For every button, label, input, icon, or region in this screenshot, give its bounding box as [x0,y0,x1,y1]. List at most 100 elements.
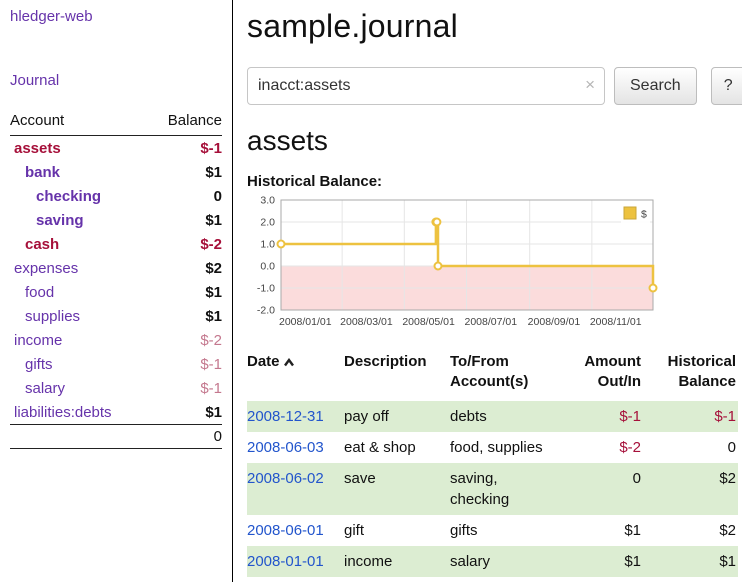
svg-text:-2.0: -2.0 [257,305,275,317]
transaction-accounts: salary [450,552,491,570]
accounts-header-account: Account [10,110,149,136]
account-row: gifts $-1 [10,352,222,376]
account-row: checking 0 [10,184,222,208]
register-body: 2008-12-31 pay off debts $-1 $-1 2008-06-03 ea… [247,400,738,577]
transaction-balance: $1 [719,552,736,570]
account-link[interactable]: salary [25,379,66,397]
accounts-total-row: 0 [10,424,222,449]
account-row: expenses $2 [10,256,222,280]
transaction-description: gift [344,521,365,539]
account-link[interactable]: food [25,283,55,301]
search-button[interactable]: Search [614,67,697,105]
account-link[interactable]: supplies [25,307,81,325]
app-title-link[interactable]: hledger-web [10,8,93,25]
svg-text:1.0: 1.0 [260,239,275,251]
transaction-balance: $2 [719,521,736,539]
page-title: sample.journal [247,8,458,44]
svg-text:2008/01/01: 2008/01/01 [279,316,332,328]
accounts-header-row: Account Balance [10,110,222,136]
register-row: 2008-06-03 eat & shop food, supplies $-2 0 [247,432,738,463]
journal-link[interactable]: Journal [10,72,60,89]
account-balance: $1 [205,283,222,301]
transaction-description: pay off [344,407,389,425]
balance-chart: -2.0 -1.0 0.0 1.0 2.0 3.0 2008/01/01 2008/03/01… [247,194,742,334]
sort-ascending-icon [283,353,295,373]
svg-text:$: $ [641,209,647,221]
transaction-balance: $2 [719,469,736,487]
transaction-amount: $1 [624,521,641,539]
svg-text:2.0: 2.0 [260,217,275,229]
svg-text:2008/05/01: 2008/05/01 [402,316,455,328]
clear-search-icon[interactable]: × [585,75,595,94]
account-link[interactable]: cash [25,235,60,253]
svg-text:-1.0: -1.0 [257,283,275,295]
account-row: saving $1 [10,208,222,232]
sidebar: hledger-web Journal Account Balance asse… [0,0,233,582]
account-balance: $1 [205,307,222,325]
register-header-date[interactable]: Date [247,350,344,401]
register-header-amount: Amount Out/In [584,353,641,391]
transaction-description: income [344,552,393,570]
transaction-date-link[interactable]: 2008-06-03 [247,438,324,456]
transaction-description: eat & shop [344,438,416,456]
svg-text:2008/11/01: 2008/11/01 [590,316,642,328]
transaction-date-link[interactable]: 2008-12-31 [247,407,324,425]
accounts-total: 0 [10,424,222,449]
account-row: liabilities:debts $1 [10,400,222,425]
transaction-date-link[interactable]: 2008-06-02 [247,469,324,487]
account-row: salary $-1 [10,376,222,400]
transaction-amount: $-1 [619,407,641,425]
account-row: supplies $1 [10,304,222,328]
register-header-balance: Historical Balance [667,353,736,391]
account-link[interactable]: gifts [25,355,53,373]
search-bar: × Search ? [247,67,742,105]
svg-text:2008/03/01: 2008/03/01 [340,316,393,328]
transaction-balance: $-1 [714,407,736,425]
transaction-balance: 0 [727,438,736,456]
help-button[interactable]: ? [710,67,742,105]
svg-text:3.0: 3.0 [260,195,275,207]
account-balance: $-1 [200,379,222,397]
register-row: 2008-12-31 pay off debts $-1 $-1 [247,400,738,432]
svg-text:2008/07/01: 2008/07/01 [464,316,517,328]
account-row: food $1 [10,280,222,304]
search-box: × [247,67,605,105]
svg-text:2008/09/01: 2008/09/01 [528,316,581,328]
accounts-header-balance: Balance [148,110,222,136]
accounts-body: assets $-1 bank $1 checking 0 saving $1 cash $-2 e… [10,136,222,425]
transaction-accounts: gifts [450,521,478,539]
transaction-date-link[interactable]: 2008-01-01 [247,552,324,570]
transaction-accounts: debts [450,407,487,425]
account-link[interactable]: assets [14,139,61,157]
transaction-amount: $-2 [619,438,641,456]
transaction-accounts: saving, checking [450,469,510,508]
register-header-date-label: Date [247,353,280,370]
register-row: 2008-06-02 save saving, checking 0 $2 [247,462,738,515]
account-balance: $1 [205,163,222,181]
account-balance: 0 [213,187,222,205]
register-header-description: Description [344,353,427,370]
account-link[interactable]: liabilities:debts [14,403,112,421]
account-link[interactable]: expenses [14,259,79,277]
svg-text:0.0: 0.0 [260,261,275,273]
account-link[interactable]: checking [36,187,102,205]
account-link[interactable]: income [14,331,63,349]
chart-title: Historical Balance: [247,173,383,190]
transaction-date-link[interactable]: 2008-06-01 [247,521,324,539]
account-link[interactable]: saving [36,211,84,229]
account-heading: assets [247,125,328,156]
account-balance: $2 [205,259,222,277]
register-table: Date Description To/From Account(s) Amou… [247,350,738,577]
register-row: 2008-01-01 income salary $1 $1 [247,545,738,577]
account-balance: $-2 [200,331,222,349]
account-balance: $-2 [200,235,222,253]
transaction-amount: 0 [632,469,641,487]
account-balance: $1 [205,403,222,421]
register-row: 2008-06-01 gift gifts $1 $2 [247,515,738,546]
transaction-accounts: food, supplies [450,438,543,456]
search-input[interactable] [247,67,605,105]
account-balance: $1 [205,211,222,229]
account-link[interactable]: bank [25,163,61,181]
main-content: sample.journal × Search ? assets Histori… [233,0,742,582]
